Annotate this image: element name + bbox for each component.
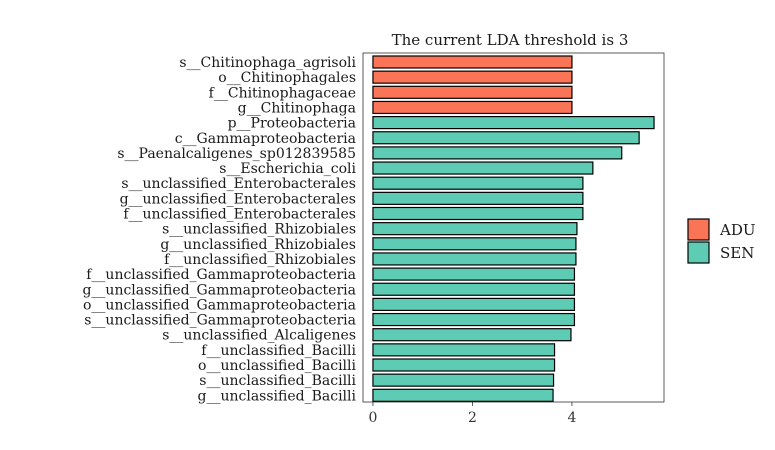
y-tick-label: s__Paenalcaligenes_sp012839585 — [117, 146, 356, 162]
y-tick-label: f__unclassified_Bacilli — [201, 343, 356, 359]
bar-f__unclassified_Enterobacterales — [372, 206, 584, 221]
y-tick-label: f__Chitinophagaceae — [209, 85, 356, 101]
y-tick-label: g__Chitinophaga — [238, 100, 356, 116]
y-tick-label: c__Gammaproteobacteria — [175, 131, 356, 147]
legend-key-adu — [687, 218, 710, 241]
y-tick-labels: s__Chitinophaga_agrisolio__Chitinophagal… — [82, 55, 356, 404]
y-tick-label: g__unclassified_Gammaproteobacteria — [82, 282, 356, 298]
bar-g__unclassified_Enterobacterales — [372, 191, 584, 205]
bar-g__Chitinophaga — [372, 100, 573, 115]
y-tick-label: p__Proteobacteria — [228, 116, 356, 132]
y-tick-label: s__Escherichia_coli — [219, 161, 356, 177]
bar-s__Chitinophaga_agrisoli — [372, 55, 573, 69]
bars-layer — [372, 55, 655, 402]
bar-f__Chitinophagaceae — [372, 85, 573, 99]
y-tick-label: g__unclassified_Enterobacterales — [120, 191, 356, 207]
bar-o__Chitinophagales — [372, 70, 573, 84]
y-tick-label: f__unclassified_Rhizobiales — [164, 252, 356, 268]
y-tick-label: f__unclassified_Enterobacterales — [123, 207, 356, 223]
bar-g__unclassified_Gammaproteobacteria — [372, 282, 576, 296]
y-tick-label: s__unclassified_Gammaproteobacteria — [84, 313, 356, 329]
bar-g__unclassified_Bacilli — [372, 388, 554, 402]
bar-s__unclassified_Enterobacterales — [372, 176, 584, 190]
bar-f__unclassified_Bacilli — [372, 343, 556, 357]
bar-c__Gammaproteobacteria — [372, 131, 640, 145]
y-tick-label: s__unclassified_Alcaligenes — [162, 328, 356, 344]
bar-s__unclassified_Alcaligenes — [372, 328, 572, 342]
y-tick-label: g__unclassified_Bacilli — [198, 388, 357, 404]
y-tick-label: s__unclassified_Enterobacterales — [121, 176, 356, 192]
x-tick-label: 2 — [468, 410, 477, 426]
y-tick-label: f__unclassified_Gammaproteobacteria — [86, 267, 356, 283]
bar-s__unclassified_Bacilli — [372, 373, 555, 387]
bar-o__unclassified_Gammaproteobacteria — [372, 297, 576, 311]
legend-label-sen: SEN — [720, 244, 754, 262]
y-tick-label: o__Chitinophagales — [218, 70, 356, 86]
y-tick-label: o__unclassified_Gammaproteobacteria — [83, 297, 356, 313]
bar-s__Escherichia_coli — [372, 161, 594, 175]
bar-o__unclassified_Bacilli — [372, 358, 556, 372]
y-tick-label: o__unclassified_Bacilli — [198, 358, 356, 374]
legend-label-adu: ADU — [719, 221, 756, 239]
y-tick-label: s__Chitinophaga_agrisoli — [179, 55, 356, 71]
x-tick-label: 0 — [368, 410, 377, 426]
y-tick-label: s__unclassified_Bacilli — [199, 373, 356, 389]
x-tick-label: 4 — [567, 410, 576, 426]
bar-p__Proteobacteria — [372, 115, 655, 130]
bar-f__unclassified_Rhizobiales — [372, 252, 577, 266]
bar-s__unclassified_Gammaproteobacteria — [372, 312, 576, 327]
bar-s__unclassified_Rhizobiales — [372, 222, 578, 236]
bar-f__unclassified_Gammaproteobacteria — [372, 267, 576, 281]
legend: ADU SEN — [687, 218, 756, 264]
legend-key-sen — [687, 241, 710, 264]
chart-title: The current LDA threshold is 3 — [392, 31, 629, 49]
bar-s__Paenalcaligenes_sp012839585 — [372, 146, 623, 160]
y-tick-label: s__unclassified_Rhizobiales — [162, 222, 356, 238]
bar-g__unclassified_Rhizobiales — [372, 237, 577, 251]
x-axis: 0 2 4 — [368, 402, 576, 426]
y-tick-label: g__unclassified_Rhizobiales — [160, 237, 356, 253]
